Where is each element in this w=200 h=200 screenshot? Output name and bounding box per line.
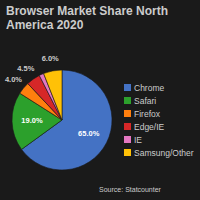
title: Browser Market Share North America 2020 xyxy=(0,0,200,36)
legend-label: Edge/IE xyxy=(134,122,165,132)
legend-swatch xyxy=(124,84,131,91)
pie-slice xyxy=(44,70,62,120)
legend-label: Safari xyxy=(134,96,156,106)
legend-swatch xyxy=(124,110,131,117)
legend-swatch xyxy=(124,136,131,143)
legend-swatch xyxy=(124,123,131,130)
data-label: 4.5% xyxy=(17,64,34,73)
pie-slice xyxy=(22,70,112,170)
legend-label: Samsung/Other xyxy=(134,148,194,158)
data-label: 4.0% xyxy=(5,75,22,84)
legend-swatch xyxy=(124,97,131,104)
legend-label: Firefox xyxy=(134,109,161,119)
legend: Chrome Safari Firefox Edge/IE IE Samsung/Othe… xyxy=(124,83,194,158)
chart: 65.0% 19.0% 4.0% 4.5% 6.0% Chrome Safari Firefo… xyxy=(0,36,200,200)
data-labels: 65.0% 19.0% 4.0% 4.5% 6.0% xyxy=(5,54,100,138)
data-label: 19.0% xyxy=(21,116,43,125)
data-label: 6.0% xyxy=(42,54,59,63)
legend-label: IE xyxy=(134,135,142,145)
legend-swatch xyxy=(124,149,131,156)
slices xyxy=(12,70,112,170)
source-note: Source: Statcounter xyxy=(99,186,162,193)
data-label: 65.0% xyxy=(78,129,100,138)
legend-label: Chrome xyxy=(134,83,165,93)
